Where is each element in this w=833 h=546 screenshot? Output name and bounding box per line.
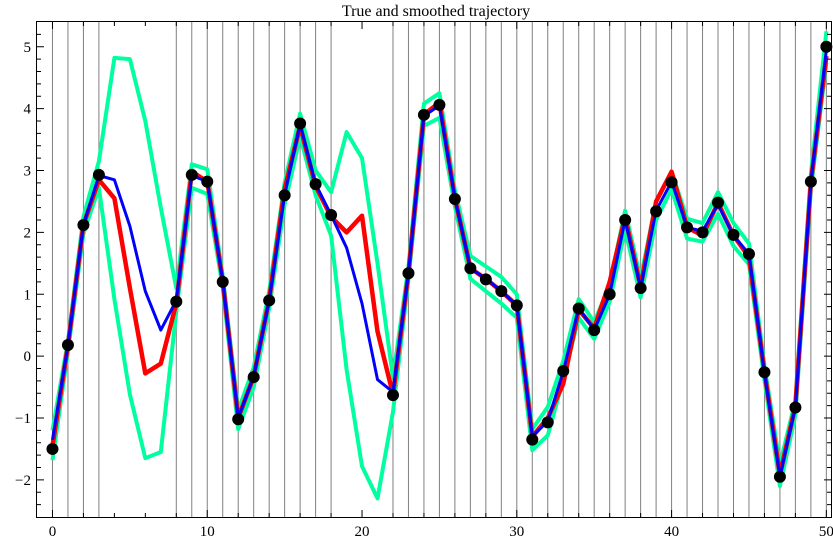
observation-point	[201, 175, 214, 188]
observation-point	[278, 189, 291, 202]
observation-point	[526, 433, 539, 446]
observation-point	[325, 209, 338, 222]
observation-point	[742, 248, 755, 261]
observation-point	[386, 389, 399, 402]
observation-point	[712, 196, 725, 209]
x-tick-label: 40	[664, 524, 679, 540]
observation-point	[572, 302, 585, 315]
observation-point	[61, 338, 74, 351]
observation-point	[541, 416, 554, 429]
y-tick-label: 5	[24, 40, 32, 56]
observation-point	[758, 366, 771, 379]
observation-point	[309, 178, 322, 191]
observation-point	[619, 214, 632, 226]
y-tick-label: 4	[24, 102, 32, 118]
y-tick-label: 1	[24, 287, 32, 303]
observation-point	[464, 262, 477, 275]
observation-point	[402, 267, 415, 280]
observation-point	[727, 228, 740, 241]
x-tick-label: 50	[819, 524, 833, 540]
y-tick-label: 3	[24, 164, 32, 180]
observation-point	[46, 442, 59, 455]
plot-frame	[36, 21, 832, 518]
observation-gridlines	[51, 22, 827, 517]
observation-point	[232, 413, 245, 426]
y-tick-label: 2	[24, 225, 32, 241]
observation-point	[557, 364, 570, 377]
observation-point	[773, 470, 786, 483]
y-tick-label: −1	[15, 411, 31, 427]
observation-point	[495, 285, 508, 298]
y-tick-label: 0	[24, 349, 32, 365]
observation-point	[77, 218, 90, 231]
observation-point	[588, 324, 601, 337]
x-tick-label: 20	[355, 524, 370, 540]
observation-point	[417, 108, 430, 121]
x-tick-label: 30	[509, 524, 524, 540]
observation-point	[603, 288, 616, 301]
observation-point	[789, 401, 802, 414]
axis-ticks: 0 10 20 30 40 50 −2 −1 0 1 2 3 4 5	[15, 22, 833, 540]
observation-point	[665, 176, 678, 189]
observation-point	[650, 205, 663, 218]
observation-point	[696, 226, 709, 239]
observation-point	[216, 275, 229, 288]
observation-point	[263, 294, 276, 307]
x-tick-label: 10	[200, 524, 215, 540]
chart-title: True and smoothed trajectory	[342, 3, 530, 20]
observation-point	[681, 221, 694, 234]
observation-point	[510, 299, 523, 312]
observation-point	[448, 192, 461, 205]
observation-point	[634, 282, 647, 295]
observation-point	[247, 371, 260, 384]
observation-point	[479, 273, 492, 286]
y-tick-label: −2	[15, 473, 31, 489]
observation-point	[804, 175, 817, 188]
observation-point	[294, 117, 307, 130]
observation-point	[433, 98, 446, 111]
observation-point	[185, 168, 198, 181]
observation-points	[46, 40, 833, 483]
observation-point	[170, 295, 183, 308]
observation-point	[92, 168, 105, 181]
x-tick-label: 0	[49, 524, 57, 540]
